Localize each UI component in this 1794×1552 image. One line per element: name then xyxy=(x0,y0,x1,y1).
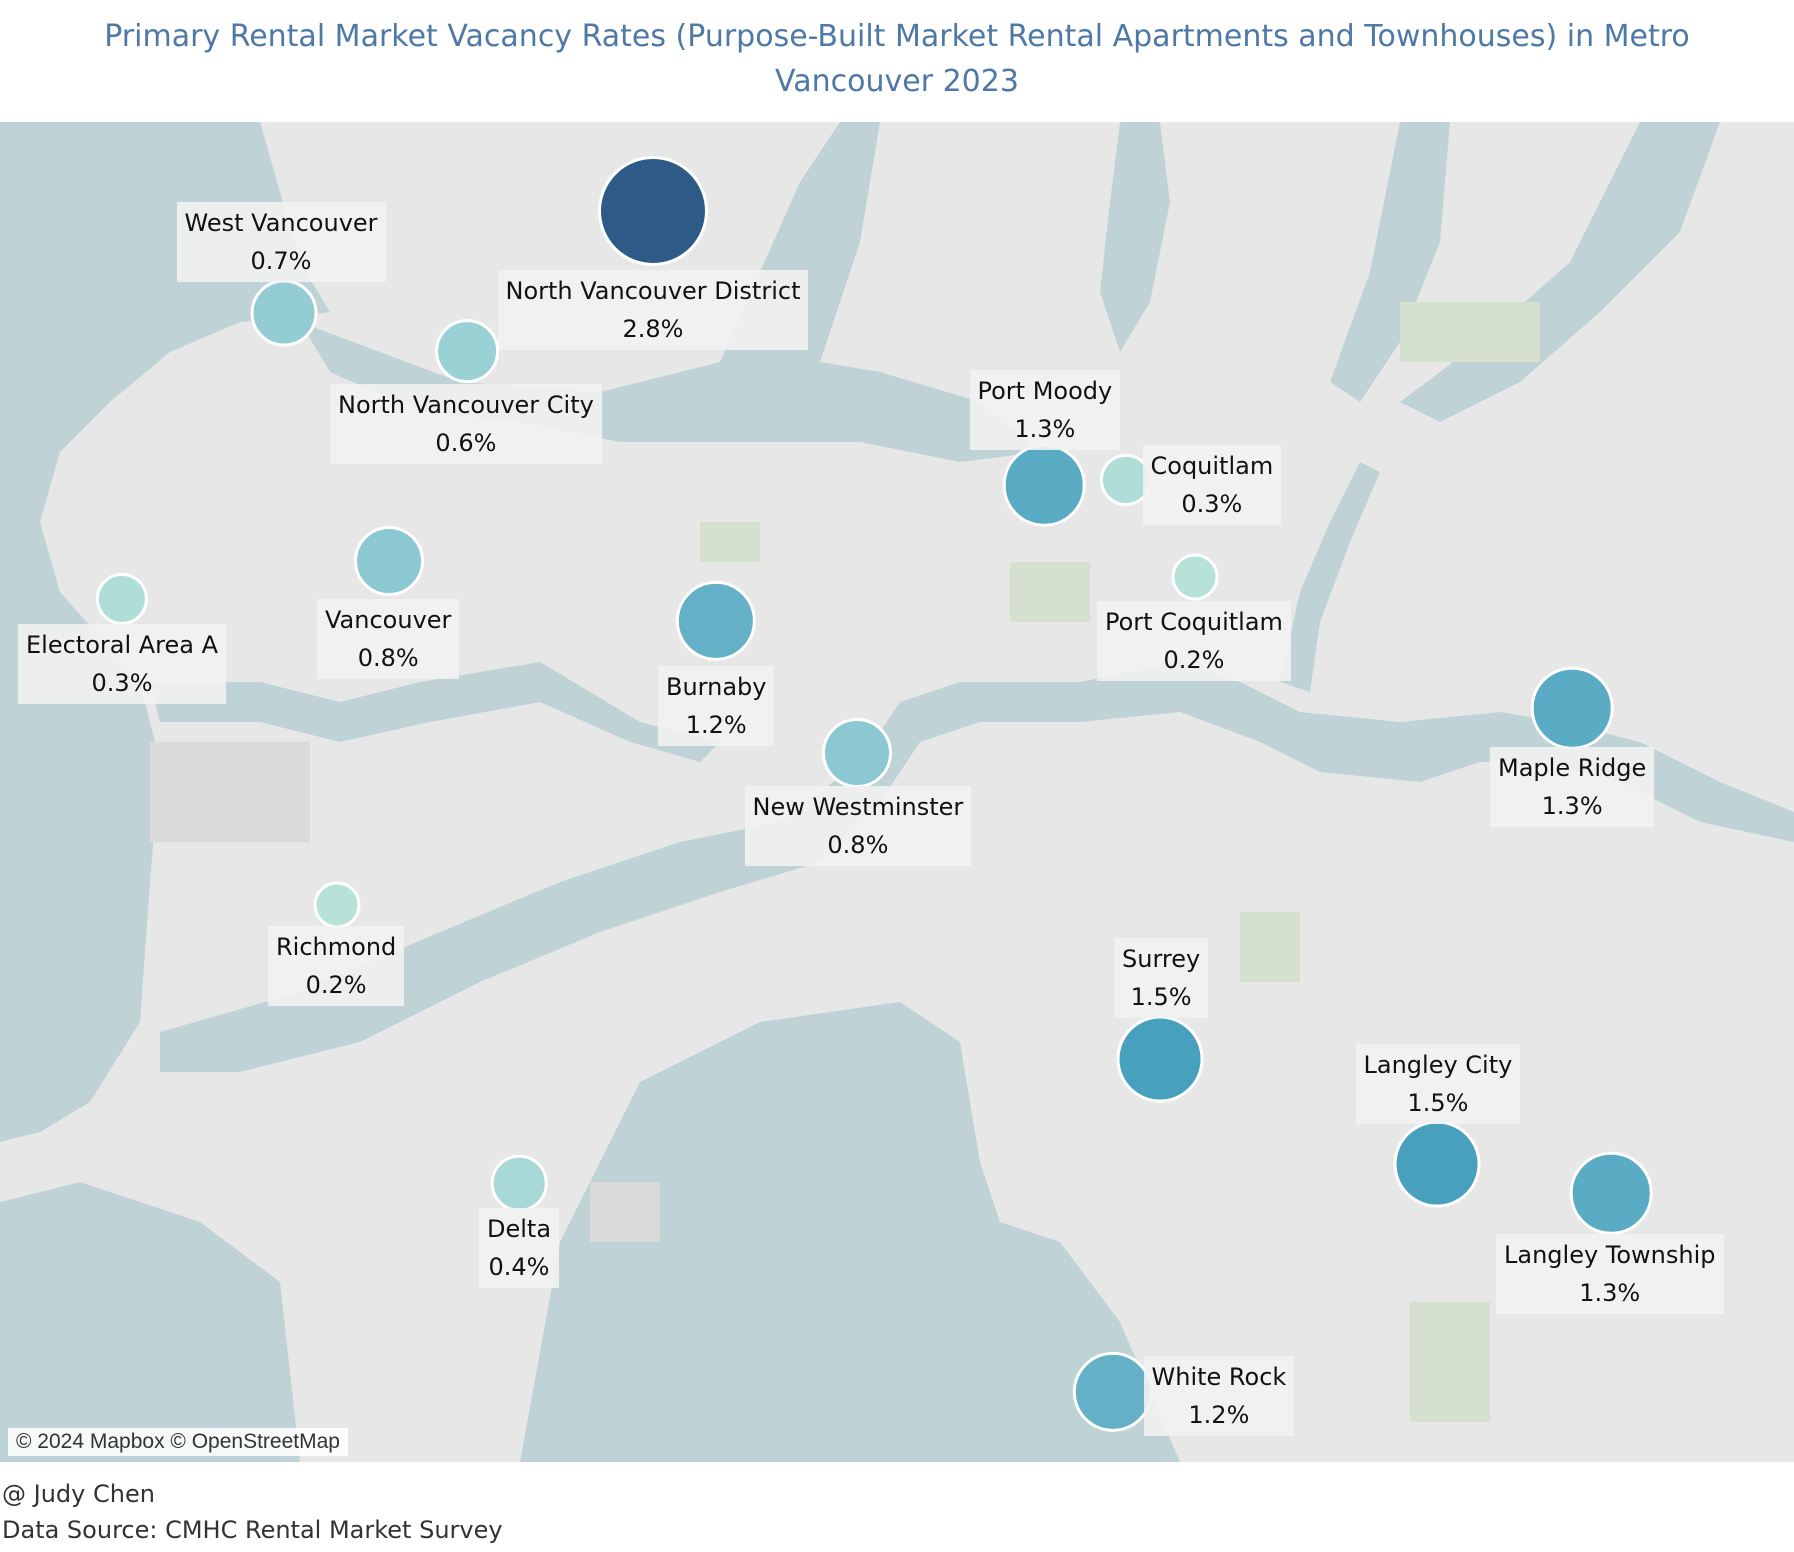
place-name: Richmond xyxy=(276,933,397,961)
place-name: Port Coquitlam xyxy=(1105,608,1283,636)
vacancy-rate: 1.5% xyxy=(1407,1089,1469,1117)
bubble-surrey[interactable] xyxy=(1116,1015,1204,1103)
place-name: Maple Ridge xyxy=(1498,754,1647,782)
bubble-maple-ridge[interactable] xyxy=(1530,666,1614,750)
vacancy-rate: 1.2% xyxy=(1188,1401,1250,1429)
place-name: Langley City xyxy=(1363,1051,1513,1079)
place-name: Burnaby xyxy=(666,673,767,701)
vacancy-rate: 0.8% xyxy=(357,644,419,672)
bubble-burnaby[interactable] xyxy=(675,580,757,662)
label-burnaby: Burnaby 1.2% xyxy=(658,666,775,746)
map-attribution[interactable]: © 2024 Mapbox © OpenStreetMap xyxy=(8,1428,348,1456)
bubble-north-vancouver-city[interactable] xyxy=(435,319,499,383)
label-port-moody: Port Moody 1.3% xyxy=(969,370,1121,450)
label-richmond: Richmond 0.2% xyxy=(268,926,405,1006)
label-langley-city: Langley City 1.5% xyxy=(1355,1044,1521,1124)
bubble-electoral-area-a[interactable] xyxy=(95,572,149,626)
label-coquitlam: Coquitlam 0.3% xyxy=(1142,445,1282,525)
place-name: Langley Township xyxy=(1504,1241,1716,1269)
place-name: Delta xyxy=(487,1215,552,1243)
label-surrey: Surrey 1.5% xyxy=(1114,938,1209,1018)
vacancy-rate: 0.7% xyxy=(250,247,312,275)
place-name: Vancouver xyxy=(325,606,452,634)
vacancy-rate: 0.3% xyxy=(91,669,153,697)
place-name: West Vancouver xyxy=(184,209,378,237)
vacancy-rate: 1.5% xyxy=(1130,983,1192,1011)
vacancy-rate: 0.2% xyxy=(305,971,367,999)
bubble-new-westminster[interactable] xyxy=(822,718,892,788)
place-name: North Vancouver City xyxy=(338,391,594,419)
bubble-west-vancouver[interactable] xyxy=(250,279,318,347)
label-north-vancouver-city: North Vancouver City 0.6% xyxy=(330,384,602,464)
bubble-port-moody[interactable] xyxy=(1002,443,1086,527)
place-name: Surrey xyxy=(1122,945,1201,973)
place-name: White Rock xyxy=(1151,1363,1287,1391)
vacancy-rate: 0.8% xyxy=(827,831,889,859)
vacancy-rate: 0.3% xyxy=(1181,490,1243,518)
map-title: Primary Rental Market Vacancy Rates (Pur… xyxy=(104,19,1690,99)
vacancy-rate: 2.8% xyxy=(622,315,684,343)
author-credit: @ Judy Chen xyxy=(2,1480,155,1508)
place-name: North Vancouver District xyxy=(505,277,801,305)
bubble-white-rock[interactable] xyxy=(1072,1351,1154,1433)
bubble-langley-township[interactable] xyxy=(1569,1151,1653,1235)
vacancy-rate: 1.3% xyxy=(1579,1279,1641,1307)
bubble-vancouver[interactable] xyxy=(354,526,424,596)
place-name: Electoral Area A xyxy=(26,631,219,659)
bubble-north-vancouver-district[interactable] xyxy=(598,156,708,266)
map-canvas[interactable]: © 2024 Mapbox © OpenStreetMap North Vanc… xyxy=(0,122,1794,1462)
label-electoral-area-a: Electoral Area A 0.3% xyxy=(18,624,227,704)
vacancy-rate: 1.3% xyxy=(1014,415,1076,443)
bubble-richmond[interactable] xyxy=(313,881,361,929)
vacancy-rate: 0.6% xyxy=(435,429,497,457)
label-white-rock: White Rock 1.2% xyxy=(1143,1356,1295,1436)
bubble-port-coquitlam[interactable] xyxy=(1171,553,1219,601)
bubble-delta[interactable] xyxy=(490,1154,548,1212)
label-maple-ridge: Maple Ridge 1.3% xyxy=(1490,747,1655,827)
data-source: Data Source: CMHC Rental Market Survey xyxy=(2,1516,503,1544)
vacancy-rate: 0.2% xyxy=(1163,646,1225,674)
label-langley-township: Langley Township 1.3% xyxy=(1496,1234,1724,1314)
bubble-langley-city[interactable] xyxy=(1393,1120,1481,1208)
place-name: Port Moody xyxy=(977,377,1113,405)
label-delta: Delta 0.4% xyxy=(479,1208,560,1288)
place-name: Coquitlam xyxy=(1150,452,1274,480)
vacancy-rate: 1.2% xyxy=(685,711,747,739)
place-name: New Westminster xyxy=(752,793,964,821)
label-west-vancouver: West Vancouver 0.7% xyxy=(176,202,386,282)
vacancy-rate: 1.3% xyxy=(1541,792,1603,820)
label-vancouver: Vancouver 0.8% xyxy=(317,599,460,679)
vacancy-rate: 0.4% xyxy=(488,1253,550,1281)
label-new-westminster: New Westminster 0.8% xyxy=(744,786,972,866)
label-north-vancouver-district: North Vancouver District 2.8% xyxy=(497,270,809,350)
basemap xyxy=(0,122,1794,1462)
label-port-coquitlam: Port Coquitlam 0.2% xyxy=(1097,601,1291,681)
